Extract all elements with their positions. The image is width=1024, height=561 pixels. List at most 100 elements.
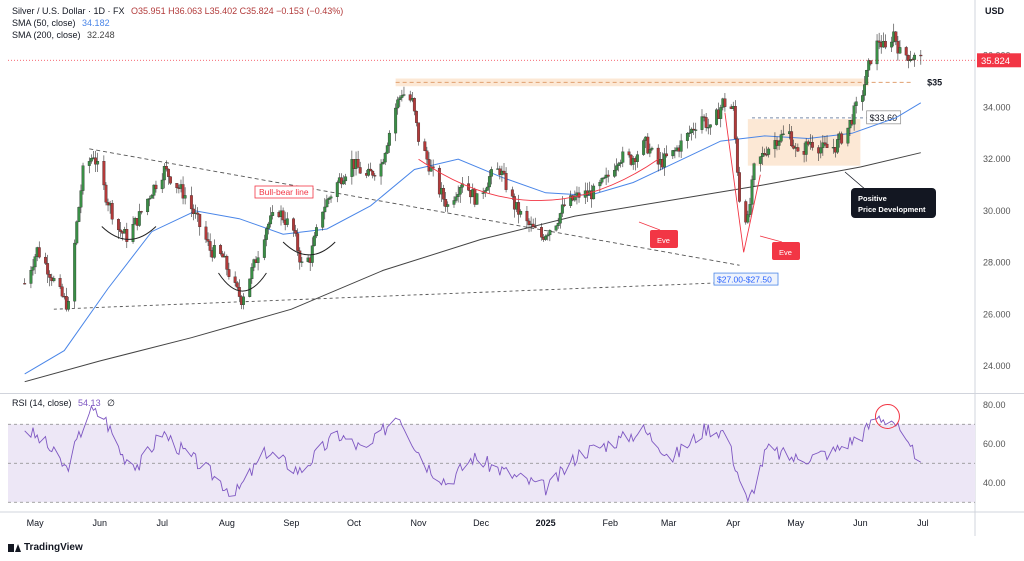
last-price-badge: [977, 53, 1021, 68]
eve-label-left-box: [650, 230, 678, 248]
candle-up: [913, 54, 917, 60]
candle-down: [60, 286, 64, 297]
candle-up: [673, 150, 677, 152]
candle-down: [292, 218, 295, 231]
candle-down: [104, 184, 108, 203]
candle-down: [369, 168, 373, 172]
candle-down: [510, 189, 514, 197]
candle-up: [398, 97, 402, 100]
candle-down: [221, 253, 225, 258]
candle-up: [485, 186, 489, 191]
candle-down: [204, 226, 208, 240]
candle-up: [77, 207, 81, 222]
candle-up: [777, 141, 781, 146]
candle-down: [437, 167, 441, 195]
candle-down: [527, 220, 531, 225]
legend-sma50: SMA (50, close) 34.182: [12, 18, 110, 28]
candle-down: [656, 147, 660, 165]
candle-down: [225, 255, 229, 270]
candle-down: [358, 167, 362, 174]
candle-up: [598, 182, 602, 187]
candle-down: [196, 212, 200, 215]
candle-up: [560, 204, 564, 214]
candle-up: [394, 107, 398, 134]
candle-down: [198, 214, 202, 228]
candle-up: [379, 163, 383, 177]
candle-down: [294, 230, 298, 234]
candle-down: [692, 128, 696, 131]
candle-down: [577, 192, 581, 198]
candle-up: [267, 223, 270, 229]
sma200-line: [24, 152, 921, 383]
y-tick-label: 26.000: [983, 309, 1011, 319]
candle-up: [89, 158, 93, 162]
candle-up: [804, 141, 808, 155]
candle-up: [890, 41, 894, 48]
candle-up: [819, 147, 823, 154]
candle-down: [37, 247, 41, 258]
candle-up: [700, 116, 704, 130]
candle-up: [758, 156, 762, 164]
candle-up: [152, 184, 156, 196]
candle-up: [556, 223, 560, 227]
rsi-extra: ∅: [107, 398, 115, 408]
x-tick-label: May: [787, 518, 805, 528]
candle-down: [442, 188, 446, 200]
callout-line-2: Price Development: [858, 205, 926, 214]
candle-down: [110, 203, 114, 220]
candle-up: [671, 150, 675, 157]
candle-down: [877, 40, 881, 43]
sma50-line: [24, 102, 922, 375]
x-tick-label: May: [27, 518, 45, 528]
candle-down: [23, 283, 27, 285]
candle-down: [48, 274, 52, 278]
rsi-overbought-circle: [874, 403, 900, 429]
candle-up: [137, 211, 141, 226]
candle-up: [752, 163, 756, 180]
level-label-35: $35: [927, 77, 942, 87]
sma200-value: 32.248: [87, 30, 115, 40]
candle-down: [139, 211, 143, 213]
candle-up: [688, 132, 691, 134]
candle-down: [525, 210, 529, 222]
candle-up: [321, 211, 325, 228]
candle-up: [621, 151, 625, 163]
candle-up: [679, 140, 683, 152]
candle-down: [606, 174, 610, 177]
tradingview-logo[interactable]: TradingView: [8, 542, 83, 553]
candle-down: [919, 54, 923, 57]
candle-down: [840, 133, 844, 144]
candle-up: [642, 140, 646, 155]
candle-up: [481, 192, 485, 194]
legend-rsi: RSI (14, close) 54.13 ∅: [12, 398, 115, 409]
candle-up: [381, 161, 385, 165]
x-tick-label: Jul: [156, 518, 168, 528]
candle-up: [779, 134, 783, 142]
ohlc-values: O35.951 H36.063 L35.402 C35.824 −0.153 (…: [131, 6, 344, 16]
candle-up: [558, 213, 562, 224]
candle-up: [148, 198, 152, 200]
candle-down: [504, 173, 508, 190]
level-label-3360: $33.60: [870, 113, 898, 123]
x-tick-label: Nov: [411, 518, 428, 528]
candle-up: [635, 154, 639, 162]
y-tick-label: 32.000: [983, 154, 1011, 164]
candle-up: [475, 193, 479, 205]
candle-up: [781, 133, 785, 135]
rsi-y-tick-label: 40.00: [983, 478, 1006, 488]
candle-up: [327, 198, 331, 200]
candle-down: [792, 145, 796, 149]
candle-up: [264, 228, 268, 240]
candle-up: [312, 235, 316, 246]
candle-up: [458, 187, 462, 195]
x-tick-label: Apr: [726, 518, 740, 528]
candle-up: [852, 105, 856, 125]
rsi-value: 54.13: [78, 398, 101, 408]
pattern-arc-head: [218, 272, 267, 292]
candle-down: [904, 47, 908, 56]
candle-up: [554, 225, 558, 231]
candle-down: [371, 170, 375, 176]
candle-up: [269, 215, 273, 225]
x-tick-label: 2025: [536, 518, 556, 528]
